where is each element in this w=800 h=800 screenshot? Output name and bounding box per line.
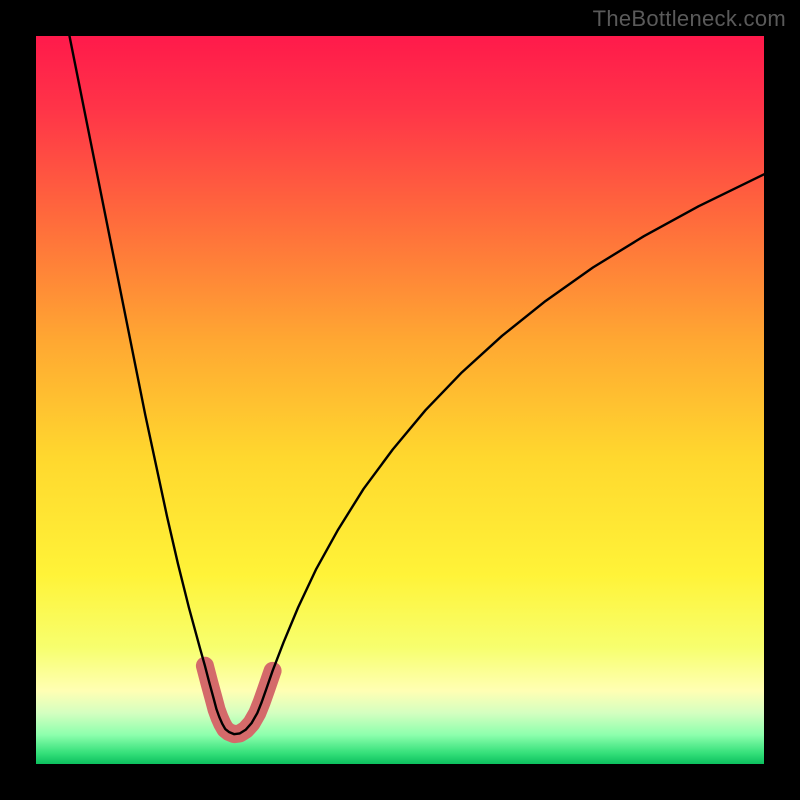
bottleneck-curve (69, 36, 764, 734)
plot-area (36, 36, 764, 764)
curve-svg (36, 36, 764, 764)
chart-container: TheBottleneck.com (0, 0, 800, 800)
watermark-text: TheBottleneck.com (593, 6, 786, 32)
